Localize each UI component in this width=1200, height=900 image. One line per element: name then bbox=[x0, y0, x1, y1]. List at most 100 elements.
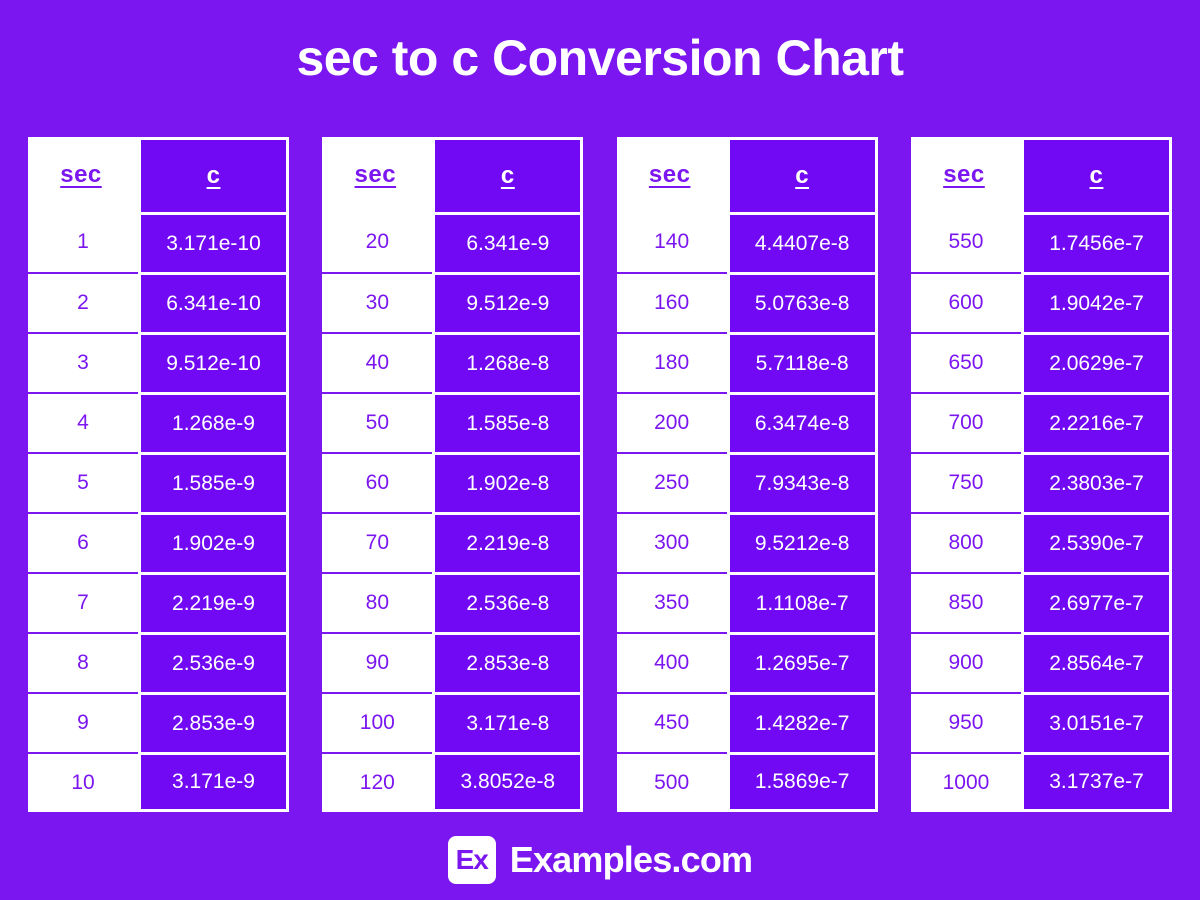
cell-sec-value: 650 bbox=[910, 332, 1021, 392]
table-row: 900 2.8564e-7 bbox=[910, 632, 1172, 692]
cell-c-value: 2.6977e-7 bbox=[1020, 572, 1172, 632]
table-row: 2 6.341e-10 bbox=[28, 272, 289, 332]
column-header-c-label: c bbox=[1089, 162, 1104, 189]
cell-c-value: 1.268e-8 bbox=[432, 332, 584, 392]
cell-c-value: 1.9042e-7 bbox=[1020, 272, 1172, 332]
cell-sec-value: 140 bbox=[616, 212, 727, 272]
cell-sec-value: 5 bbox=[28, 452, 138, 512]
cell-c-value: 2.8564e-7 bbox=[1020, 632, 1172, 692]
table-row: 70 2.219e-8 bbox=[322, 512, 584, 572]
cell-sec-value: 10 bbox=[28, 752, 138, 812]
column-header-sec-label: sec bbox=[60, 160, 102, 188]
cell-sec-value: 2 bbox=[28, 272, 138, 332]
conversion-table-3: sec c 140 4.4407e-8 160 5.0763e-8 180 5.7118e-8… bbox=[616, 137, 878, 812]
table-row: 650 2.0629e-7 bbox=[910, 332, 1172, 392]
cell-c-value: 1.5869e-7 bbox=[726, 752, 878, 812]
table-row: 4 1.268e-9 bbox=[28, 392, 289, 452]
cell-sec-value: 80 bbox=[322, 572, 433, 632]
column-header-c-label: c bbox=[206, 162, 221, 189]
examples-logo-text: Examples.com bbox=[509, 839, 753, 880]
table-header-row: sec c bbox=[616, 137, 878, 212]
column-header-sec: sec bbox=[28, 137, 138, 212]
table-row: 250 7.9343e-8 bbox=[616, 452, 878, 512]
column-header-c: c bbox=[726, 137, 878, 212]
column-header-sec: sec bbox=[322, 137, 433, 212]
cell-c-value: 7.9343e-8 bbox=[726, 452, 878, 512]
table-row: 140 4.4407e-8 bbox=[616, 212, 878, 272]
column-header-sec: sec bbox=[910, 137, 1021, 212]
cell-sec-value: 250 bbox=[616, 452, 727, 512]
cell-c-value: 5.7118e-8 bbox=[726, 332, 878, 392]
table-row: 40 1.268e-8 bbox=[322, 332, 584, 392]
table-row: 120 3.8052e-8 bbox=[322, 752, 584, 812]
conversion-table-2: sec c 20 6.341e-9 30 9.512e-9 40 1.268e-8 50 1.58… bbox=[322, 137, 584, 812]
column-header-sec: sec bbox=[616, 137, 727, 212]
cell-sec-value: 350 bbox=[616, 572, 727, 632]
table-row: 7 2.219e-9 bbox=[28, 572, 289, 632]
table-row: 80 2.536e-8 bbox=[322, 572, 584, 632]
table-row: 700 2.2216e-7 bbox=[910, 392, 1172, 452]
cell-c-value: 2.853e-9 bbox=[138, 692, 289, 752]
cell-c-value: 2.219e-9 bbox=[138, 572, 289, 632]
cell-c-value: 2.5390e-7 bbox=[1020, 512, 1172, 572]
cell-c-value: 1.1108e-7 bbox=[726, 572, 878, 632]
table-row: 200 6.3474e-8 bbox=[616, 392, 878, 452]
table-row: 90 2.853e-8 bbox=[322, 632, 584, 692]
cell-c-value: 6.341e-9 bbox=[432, 212, 584, 272]
cell-sec-value: 900 bbox=[910, 632, 1021, 692]
cell-sec-value: 550 bbox=[910, 212, 1021, 272]
cell-sec-value: 20 bbox=[322, 212, 433, 272]
cell-sec-value: 160 bbox=[616, 272, 727, 332]
column-header-c-label: c bbox=[795, 162, 810, 189]
cell-c-value: 3.171e-9 bbox=[138, 752, 289, 812]
cell-sec-value: 750 bbox=[910, 452, 1021, 512]
column-header-c: c bbox=[432, 137, 584, 212]
cell-sec-value: 100 bbox=[322, 692, 433, 752]
cell-c-value: 2.536e-9 bbox=[138, 632, 289, 692]
cell-c-value: 1.585e-8 bbox=[432, 392, 584, 452]
cell-sec-value: 50 bbox=[322, 392, 433, 452]
cell-c-value: 1.902e-9 bbox=[138, 512, 289, 572]
table-row: 600 1.9042e-7 bbox=[910, 272, 1172, 332]
cell-sec-value: 120 bbox=[322, 752, 433, 812]
table-row: 180 5.7118e-8 bbox=[616, 332, 878, 392]
cell-sec-value: 9 bbox=[28, 692, 138, 752]
table-row: 3 9.512e-10 bbox=[28, 332, 289, 392]
cell-sec-value: 600 bbox=[910, 272, 1021, 332]
cell-sec-value: 7 bbox=[28, 572, 138, 632]
cell-c-value: 9.5212e-8 bbox=[726, 512, 878, 572]
table-row: 8 2.536e-9 bbox=[28, 632, 289, 692]
cell-sec-value: 4 bbox=[28, 392, 138, 452]
cell-sec-value: 1 bbox=[28, 212, 138, 272]
cell-c-value: 1.2695e-7 bbox=[726, 632, 878, 692]
cell-sec-value: 200 bbox=[616, 392, 727, 452]
cell-c-value: 3.171e-8 bbox=[432, 692, 584, 752]
table-row: 1 3.171e-10 bbox=[28, 212, 289, 272]
cell-c-value: 3.0151e-7 bbox=[1020, 692, 1172, 752]
table-row: 9 2.853e-9 bbox=[28, 692, 289, 752]
table-row: 160 5.0763e-8 bbox=[616, 272, 878, 332]
table-row: 750 2.3803e-7 bbox=[910, 452, 1172, 512]
table-row: 800 2.5390e-7 bbox=[910, 512, 1172, 572]
cell-c-value: 1.4282e-7 bbox=[726, 692, 878, 752]
cell-sec-value: 450 bbox=[616, 692, 727, 752]
table-header-row: sec c bbox=[28, 137, 289, 212]
cell-c-value: 2.219e-8 bbox=[432, 512, 584, 572]
cell-sec-value: 60 bbox=[322, 452, 433, 512]
cell-c-value: 5.0763e-8 bbox=[726, 272, 878, 332]
conversion-table-1: sec c 1 3.171e-10 2 6.341e-10 3 9.512e-10 4 1.268… bbox=[28, 137, 289, 812]
conversion-table-4: sec c 550 1.7456e-7 600 1.9042e-7 650 2.0629e-7… bbox=[910, 137, 1172, 812]
cell-c-value: 3.8052e-8 bbox=[432, 752, 584, 812]
cell-sec-value: 3 bbox=[28, 332, 138, 392]
table-row: 300 9.5212e-8 bbox=[616, 512, 878, 572]
cell-sec-value: 40 bbox=[322, 332, 433, 392]
cell-sec-value: 6 bbox=[28, 512, 138, 572]
cell-c-value: 9.512e-10 bbox=[138, 332, 289, 392]
table-row: 550 1.7456e-7 bbox=[910, 212, 1172, 272]
column-header-sec-label: sec bbox=[943, 160, 985, 188]
cell-c-value: 3.171e-10 bbox=[138, 212, 289, 272]
table-row: 100 3.171e-8 bbox=[322, 692, 584, 752]
table-row: 20 6.341e-9 bbox=[322, 212, 584, 272]
cell-c-value: 3.1737e-7 bbox=[1020, 752, 1172, 812]
cell-c-value: 2.536e-8 bbox=[432, 572, 584, 632]
